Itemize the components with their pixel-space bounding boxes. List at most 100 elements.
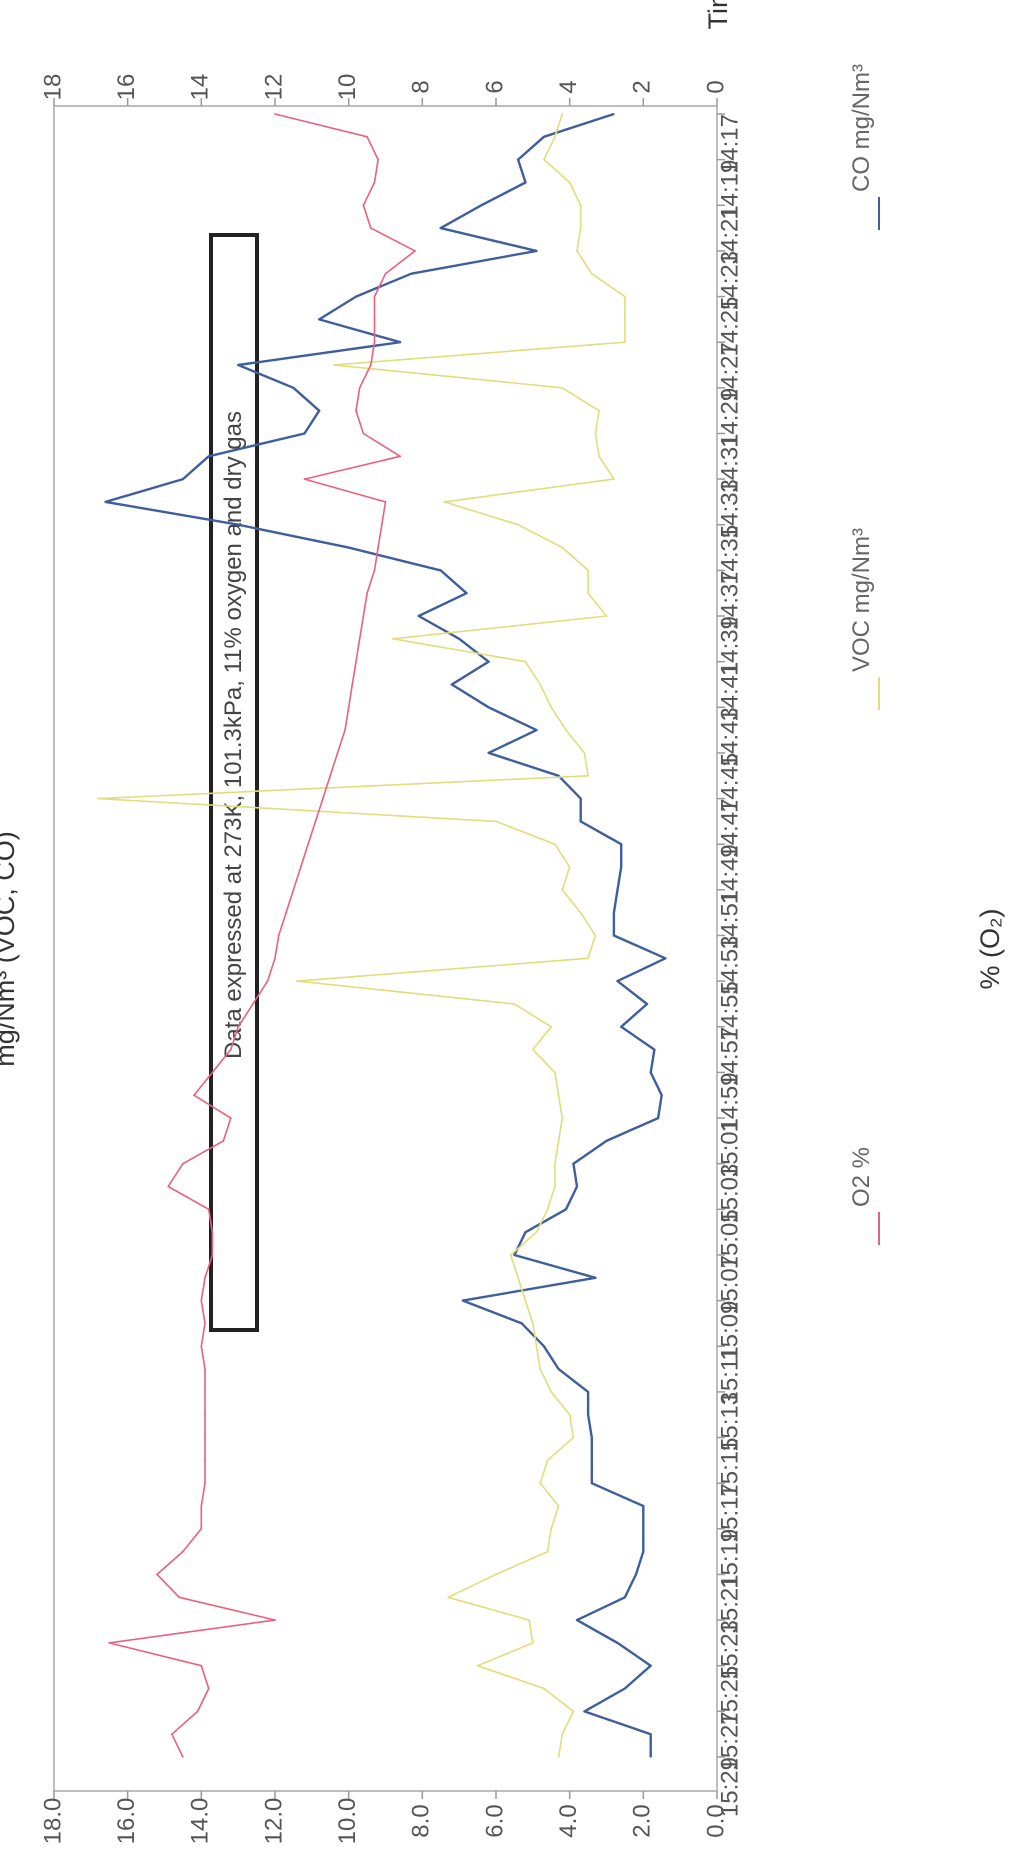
data-point-o2 xyxy=(200,1299,203,1302)
data-point-co-mg-nm xyxy=(104,500,107,503)
data-point-voc-mg-nm xyxy=(565,729,567,732)
x-axis-tick-label: 14:23 xyxy=(716,251,743,311)
right-axis-tick-label: 0.0 xyxy=(702,1804,729,1837)
data-point-o2 xyxy=(274,1619,276,1622)
legend: CO mg/Nm³ VOC mg/Nm³ O2 % xyxy=(848,64,880,1245)
data-point-voc-mg-nm xyxy=(550,1390,553,1393)
data-point-co-mg-nm xyxy=(439,569,442,572)
note-box xyxy=(209,233,259,1332)
data-point-o2 xyxy=(329,774,332,777)
data-point-co-mg-nm xyxy=(635,1573,637,1576)
data-point-voc-mg-nm xyxy=(531,1641,534,1644)
data-point-co-mg-nm xyxy=(660,1094,663,1097)
data-point-co-mg-nm xyxy=(557,774,560,777)
left-axis-ticks: 0 2 4 6 8 10 12 14 16 18 xyxy=(39,74,729,106)
x-axis-tick-label: 14:33 xyxy=(716,479,743,539)
x-axis-tick-label: 14:21 xyxy=(716,205,743,265)
data-point-o2 xyxy=(277,934,280,937)
data-point-voc-mg-nm xyxy=(531,1048,534,1051)
x-axis-tick-label: 14:49 xyxy=(716,844,743,904)
data-point-o2 xyxy=(355,660,357,663)
data-point-voc-mg-nm xyxy=(568,1413,571,1416)
note-text: Data expressed at 273K, 101.3kPa, 11% ox… xyxy=(220,411,247,1059)
data-point-co-mg-nm xyxy=(616,1641,619,1644)
data-point-o2 xyxy=(204,1368,206,1371)
data-point-voc-mg-nm xyxy=(561,386,564,389)
data-point-co-mg-nm xyxy=(417,615,420,617)
left-axis-tick-label: 12 xyxy=(260,74,287,101)
data-point-o2 xyxy=(178,1596,181,1599)
data-point-voc-mg-nm xyxy=(594,432,597,435)
x-axis-ticks: 14:1714:1914:2114:2314:2514:2714:2914:31… xyxy=(716,113,743,1817)
x-axis-tick-label: 14:59 xyxy=(716,1072,743,1132)
y-axis-title-right: % (O₂) xyxy=(975,909,1005,990)
data-point-o2 xyxy=(207,1208,210,1211)
x-axis-tick-label: 14:53 xyxy=(716,936,743,996)
data-point-voc-mg-nm xyxy=(561,546,564,549)
data-point-voc-mg-nm xyxy=(568,181,571,184)
data-point-voc-mg-nm xyxy=(579,204,582,207)
x-axis-tick-label: 15:09 xyxy=(716,1301,743,1361)
data-point-voc-mg-nm xyxy=(557,1505,560,1507)
data-point-voc-mg-nm xyxy=(550,1527,553,1530)
data-point-o2 xyxy=(193,1094,195,1097)
series-line-voc-mg-nm xyxy=(97,113,626,1758)
data-point-co-mg-nm xyxy=(605,1139,608,1142)
data-point-co-mg-nm xyxy=(450,683,453,686)
data-point-voc-mg-nm xyxy=(572,1710,575,1713)
data-point-o2 xyxy=(303,478,306,481)
left-axis-tick-label: 2 xyxy=(629,80,656,93)
data-point-co-mg-nm xyxy=(347,546,350,549)
legend-co-label: CO mg/Nm³ xyxy=(848,64,875,192)
data-point-voc-mg-nm xyxy=(539,683,542,686)
data-point-co-mg-nm xyxy=(461,1299,464,1302)
data-point-voc-mg-nm xyxy=(553,1162,556,1165)
data-point-o2 xyxy=(251,1003,254,1005)
data-point-o2 xyxy=(321,797,324,800)
data-point-voc-mg-nm xyxy=(495,820,497,823)
data-point-o2 xyxy=(344,729,346,732)
data-point-co-mg-nm xyxy=(303,432,306,435)
data-point-o2 xyxy=(336,751,339,754)
x-axis-tick-label: 15:25 xyxy=(716,1666,743,1726)
data-point-voc-mg-nm xyxy=(296,980,299,983)
x-axis-tick-label: 14:43 xyxy=(716,707,743,767)
data-point-co-mg-nm xyxy=(355,295,357,298)
data-point-o2 xyxy=(314,820,317,823)
right-axis-tick-label: 16.0 xyxy=(113,1798,140,1845)
data-point-o2 xyxy=(369,227,372,230)
data-point-co-mg-nm xyxy=(620,1025,623,1028)
x-axis-tick-label: 14:31 xyxy=(716,433,743,493)
left-axis-tick-label: 8 xyxy=(408,80,435,93)
x-axis-tick-label: 14:39 xyxy=(716,616,743,676)
x-axis-tick-label: 14:29 xyxy=(716,388,743,448)
x-axis-tick-label: 14:27 xyxy=(716,342,743,402)
data-point-co-mg-nm xyxy=(557,1368,560,1371)
data-point-voc-mg-nm xyxy=(553,135,556,138)
data-point-voc-mg-nm xyxy=(598,455,601,458)
data-point-o2 xyxy=(200,1345,203,1348)
data-point-voc-mg-nm xyxy=(561,1117,564,1120)
data-point-co-mg-nm xyxy=(542,1345,545,1348)
data-point-co-mg-nm xyxy=(590,1482,593,1485)
data-point-co-mg-nm xyxy=(657,1117,660,1120)
data-point-o2 xyxy=(108,1641,111,1644)
data-point-voc-mg-nm xyxy=(546,1550,549,1553)
data-point-voc-mg-nm xyxy=(623,318,626,321)
data-point-o2 xyxy=(196,1710,199,1713)
x-axis-tick-label: 15:13 xyxy=(716,1392,743,1452)
data-point-o2 xyxy=(200,1527,203,1530)
data-point-voc-mg-nm xyxy=(553,1071,556,1074)
data-point-o2 xyxy=(229,1048,232,1051)
data-point-voc-mg-nm xyxy=(561,113,564,115)
data-point-o2 xyxy=(362,204,365,207)
data-point-voc-mg-nm xyxy=(579,911,582,914)
data-point-co-mg-nm xyxy=(318,409,321,412)
data-point-o2 xyxy=(380,523,383,526)
data-point-voc-mg-nm xyxy=(528,1619,531,1622)
x-axis-tick-label: 14:51 xyxy=(716,890,743,950)
data-point-co-mg-nm xyxy=(620,843,623,846)
data-point-co-mg-nm xyxy=(664,957,667,960)
data-point-o2 xyxy=(181,1756,184,1758)
data-point-co-mg-nm xyxy=(579,797,582,800)
